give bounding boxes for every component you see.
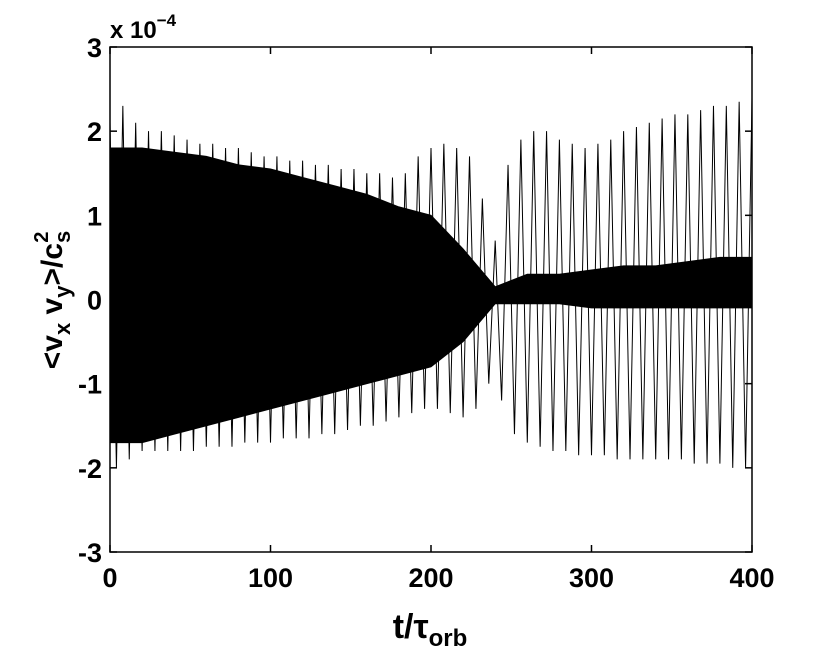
axis-multiplier: x 10−4 <box>110 11 177 44</box>
y-label-sup: 2 <box>31 232 53 243</box>
y-tick-label: -3 <box>78 538 102 568</box>
x-tick-label: 400 <box>729 563 774 593</box>
x-axis-label: t/τorb <box>393 608 468 647</box>
y-label-part: <v <box>36 335 69 370</box>
x-tick-label: 300 <box>569 563 614 593</box>
y-tick-label: 1 <box>87 201 102 231</box>
y-tick-label: 2 <box>87 117 102 147</box>
x-tick-label: 200 <box>408 563 453 593</box>
x-label-main: t/τ <box>393 608 429 646</box>
y-label-sub: s <box>50 231 75 243</box>
y-tick-label: 0 <box>87 286 102 316</box>
x-tick-label: 0 <box>102 563 117 593</box>
multiplier-base: x 10 <box>110 17 157 44</box>
y-tick-label: 3 <box>87 33 102 63</box>
y-tick-label: -1 <box>78 370 102 400</box>
y-axis-label: <vx vy>/cs2 <box>31 231 75 370</box>
y-label-sub: x <box>50 322 75 335</box>
y-label-part: >/c <box>36 243 69 286</box>
plot-area <box>109 97 753 468</box>
y-label-part: v <box>36 297 69 322</box>
x-tick-label: 100 <box>248 563 293 593</box>
y-tick-label: -2 <box>78 454 102 484</box>
multiplier-exp: −4 <box>157 11 177 30</box>
dense-band <box>109 147 753 444</box>
x-label-sub: orb <box>429 625 468 647</box>
y-label-sub: y <box>50 285 75 298</box>
